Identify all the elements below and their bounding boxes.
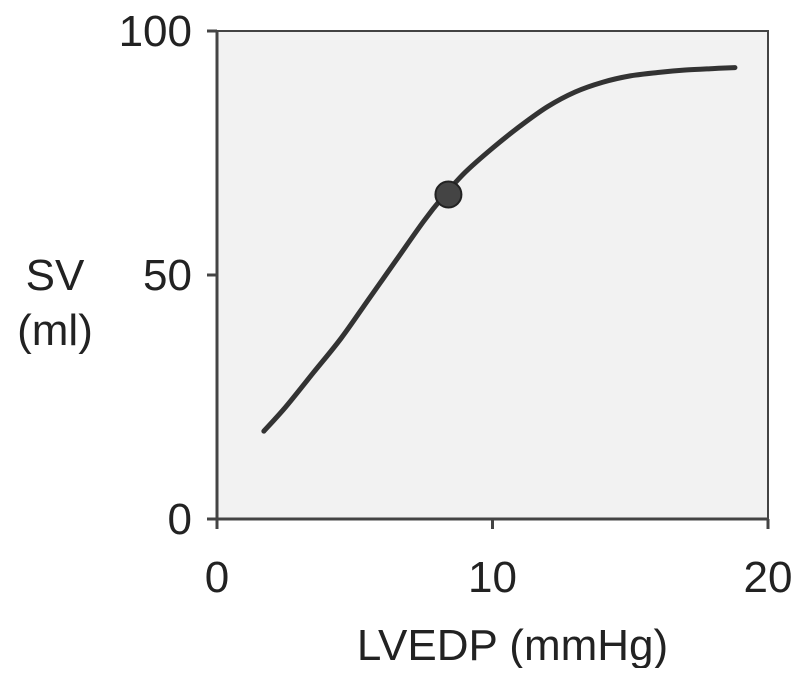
y-axis-title-line-1: SV <box>26 251 85 300</box>
x-tick-label: 20 <box>744 553 793 602</box>
labels: LVEDP (mmHg) SV (ml) <box>17 251 668 670</box>
data-series-line <box>261 65 738 434</box>
x-axis-title: LVEDP (mmHg) <box>357 621 668 668</box>
highlight-point <box>434 180 463 209</box>
y-tick-label: 0 <box>168 495 192 544</box>
y-axis-title-line-2: (ml) <box>17 306 93 355</box>
x-tick-label: 10 <box>468 553 517 602</box>
y-tick-label: 100 <box>119 7 192 56</box>
ticks: 0 10 20 0 50 100 <box>119 7 793 602</box>
plot-area <box>216 30 769 520</box>
x-tick-label: 0 <box>205 553 229 602</box>
y-tick-label: 50 <box>143 251 192 300</box>
